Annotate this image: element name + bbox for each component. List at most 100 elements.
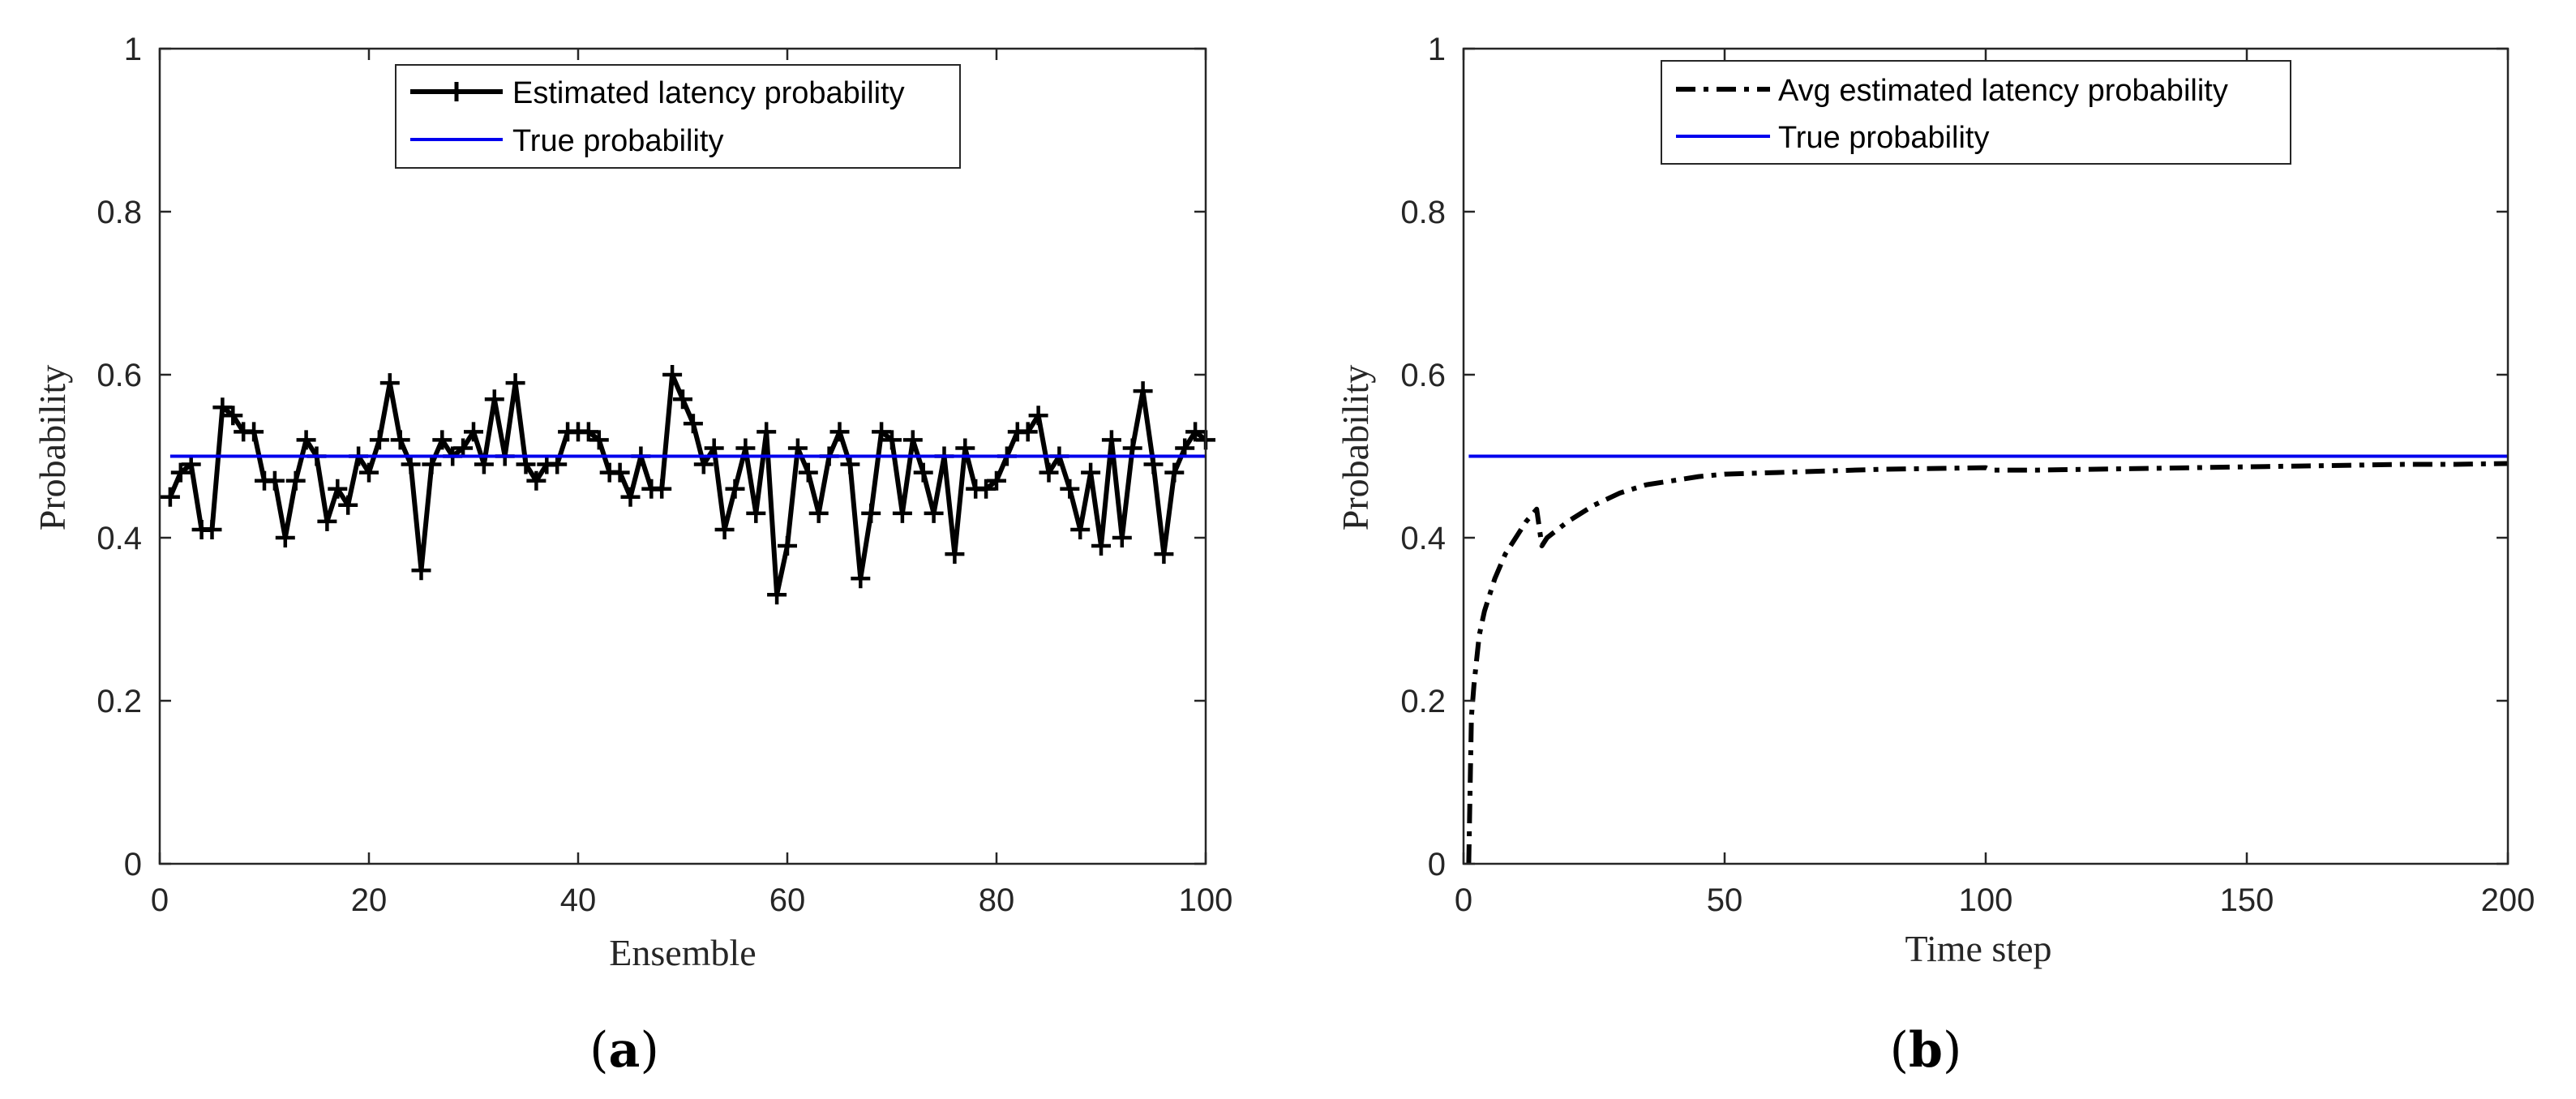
panel-a-xtick-label: 100: [1179, 882, 1233, 918]
panel-a-marker-point: [328, 479, 348, 499]
panel-a-marker-point: [411, 560, 431, 581]
panel-b-xlabel: Time step: [1905, 928, 2051, 969]
panel-b-legend: Avg estimated latency probability True p…: [1661, 60, 2291, 165]
panel-a-caption-close: ): [640, 1022, 658, 1079]
panel-a-marker-point: [778, 536, 797, 556]
panel-a-marker-point: [882, 430, 902, 450]
panel-b-data: [1466, 454, 2509, 865]
panel-a-ytick-label: 0.2: [96, 684, 142, 719]
panel-a-marker-point: [1091, 536, 1111, 556]
panel-a-ytick-label: 0: [124, 847, 142, 882]
panel-a-marker-point: [264, 470, 285, 491]
panel-a-marker-point: [1101, 430, 1121, 450]
panel-a-marker-point: [338, 495, 358, 515]
panel-b-caption-close: ): [1943, 1022, 1961, 1079]
panel-a-marker-point: [432, 430, 452, 450]
panel-a-marker-point: [223, 406, 243, 426]
panel-b-ytick-label: 0.4: [1400, 521, 1446, 556]
panel-b-legend-label-avg: Avg estimated latency probability: [1778, 74, 2228, 108]
panel-b-series-avg-estimated-latency-probability: [1466, 461, 2509, 865]
panel-a-marker-point: [861, 503, 881, 523]
panel-a-marker-point: [746, 503, 766, 523]
panel-b-ticks: 0 50 100 150 200 0 0.2 0.4 0.6 0.8 1: [1400, 32, 2535, 918]
panel-a-marker-point: [317, 511, 337, 531]
panel-b-caption: (b): [1890, 1022, 1962, 1079]
panel-a-ytick-label: 1: [124, 32, 142, 67]
panel-a-marker-point: [987, 470, 1006, 491]
panel-a-ylabel: Probability: [32, 365, 73, 530]
panel-a-marker-point: [464, 422, 483, 442]
panel-a-marker-point: [505, 373, 525, 393]
panel-b: 0 50 100 150 200 0 0.2 0.4 0.6 0.8 1 Time step Pro…: [1335, 32, 2535, 1079]
panel-a-marker-point: [369, 430, 389, 450]
panel-a-marker-point: [673, 389, 692, 410]
panel-a-marker-point: [1081, 462, 1101, 483]
panel-b-xtick-label: 50: [1707, 882, 1743, 918]
panel-a-data: [160, 365, 1215, 605]
panel-a-marker-point: [1060, 479, 1080, 499]
panel-a-caption: (a): [589, 1022, 659, 1079]
panel-a-marker-point: [872, 422, 892, 442]
panel-b-ytick-label: 0.2: [1400, 684, 1446, 719]
panel-a-marker-point: [829, 422, 850, 442]
panel-a-marker-point: [924, 503, 944, 523]
panel-a-marker-point: [526, 470, 546, 491]
panel-a-marker-point: [892, 503, 912, 523]
panel-a-marker-point: [160, 487, 180, 507]
panel-b-ytick-label: 0: [1428, 847, 1446, 882]
panel-a-marker-point: [714, 520, 735, 539]
panel-a-legend-label-true: True probability: [512, 124, 724, 158]
panel-a-xtick-label: 40: [560, 882, 597, 918]
panel-a-marker-point: [1028, 406, 1048, 426]
panel-a-marker-point: [484, 389, 504, 410]
panel-a-marker-point: [798, 462, 818, 483]
panel-a-marker-point: [652, 479, 672, 499]
panel-a-ytick-label: 0.4: [96, 521, 142, 556]
panel-a-marker-point: [1133, 381, 1153, 401]
panel-a-marker-point: [589, 430, 609, 450]
panel-a-marker-point: [662, 365, 683, 384]
panel-a-marker-point: [578, 422, 598, 442]
panel-a-marker-point: [902, 430, 923, 450]
panel-a-marker-point: [1018, 422, 1038, 442]
panel-a-marker-point: [390, 430, 410, 450]
panel-b-xtick-label: 100: [1959, 882, 2013, 918]
panel-b-ytick-label: 0.8: [1400, 195, 1446, 230]
panel-b-ytick-label: 0.6: [1400, 358, 1446, 393]
panel-a-caption-open: (: [589, 1022, 608, 1079]
panel-b-xtick-label: 150: [2220, 882, 2274, 918]
panel-b-caption-letter: b: [1909, 1022, 1943, 1079]
panel-a-marker-point: [1070, 520, 1091, 539]
panel-a-legend-marker-estimated: [447, 82, 466, 101]
panel-a-ytick-label: 0.6: [96, 358, 142, 393]
panel-a-marker-point: [296, 430, 316, 450]
panel-a-legend: Estimated latency probability True proba…: [395, 64, 961, 169]
panel-a-marker-point: [757, 422, 777, 442]
panel-a-marker-point: [620, 487, 641, 507]
panel-a-marker-point: [1039, 462, 1059, 483]
panel-a-marker-point: [275, 528, 295, 547]
panel-a-marker-point: [359, 462, 379, 483]
panel-a-marker-point: [244, 422, 264, 442]
panel-a-marker-point: [683, 414, 703, 434]
panel-a-marker-point: [610, 462, 630, 483]
panel-b-xtick-label: 200: [2481, 882, 2535, 918]
panel-a-marker-point: [1185, 422, 1206, 442]
panel-a-marker-point: [379, 373, 400, 393]
panel-a-marker-point: [1164, 462, 1185, 483]
panel-a-legend-label-estimated: Estimated latency probability: [512, 76, 905, 110]
panel-a-series-estimated-latency-probability: [168, 372, 1207, 598]
panel-a-ytick-label: 0.8: [96, 195, 142, 230]
panel-a-marker-point: [1112, 528, 1132, 547]
panel-b-xtick-label: 0: [1455, 882, 1472, 918]
panel-a-marker-point: [212, 397, 233, 418]
panel-a-marker-point: [1154, 544, 1174, 565]
panel-a-marker-point: [767, 585, 787, 605]
panel-a-marker-point: [170, 462, 191, 483]
panel-a-ticks: 0 20 40 60 80 100 0 0.2 0.4 0.6 0.8 1: [96, 32, 1232, 918]
panel-b-ytick-label: 1: [1428, 32, 1446, 67]
panel-a-xlabel: Ensemble: [609, 932, 756, 973]
panel-b-legend-box: [1661, 60, 2291, 165]
panel-b-legend-label-true: True probability: [1778, 121, 1990, 155]
